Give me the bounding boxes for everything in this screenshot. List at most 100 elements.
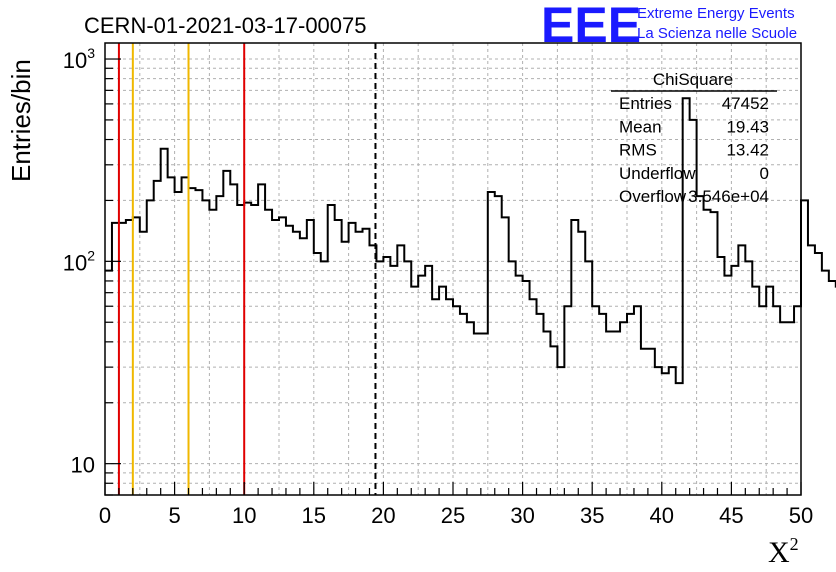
histogram-bin — [279, 217, 286, 495]
histogram-bin — [237, 205, 244, 495]
stats-label: Mean — [619, 117, 662, 136]
histogram-bin — [516, 276, 523, 495]
x-tick-label: 0 — [99, 503, 111, 528]
histogram-bin — [488, 192, 495, 495]
histogram-bin — [140, 232, 147, 495]
histogram-bin — [829, 281, 836, 495]
histogram-bin — [711, 212, 718, 495]
histogram-bin — [697, 196, 704, 495]
histogram-bin — [481, 333, 488, 495]
histogram-bin — [550, 346, 557, 495]
stats-value: 0 — [760, 164, 769, 183]
logo-line-1: Extreme Energy Events — [637, 5, 795, 22]
histogram-bin — [390, 266, 397, 495]
histogram-bin — [655, 367, 662, 495]
histogram-bin — [376, 261, 383, 495]
x-tick-label: 50 — [789, 503, 813, 528]
histogram-bin — [557, 367, 564, 495]
histogram-bin — [216, 196, 223, 495]
histogram-bin — [307, 220, 314, 495]
histogram-bin — [432, 299, 439, 495]
histogram-bin — [105, 271, 112, 495]
histogram-bin — [669, 367, 676, 495]
histogram-bin — [258, 184, 265, 495]
histogram-bin — [202, 200, 209, 495]
histogram-bin — [425, 266, 432, 495]
histogram-bin — [383, 257, 390, 495]
histogram-bin — [717, 257, 724, 495]
histogram-bin — [272, 220, 279, 495]
histogram-bin — [439, 287, 446, 495]
histogram-bin — [460, 314, 467, 495]
y-tick-label: 10 — [71, 453, 95, 478]
histogram-bin — [634, 306, 641, 495]
stats-value: 3.546e+04 — [688, 187, 769, 206]
histogram-bin — [189, 188, 196, 495]
histogram-bin — [230, 184, 237, 495]
y-tick-label: 102 — [63, 247, 95, 275]
histogram-bin — [161, 149, 168, 495]
histogram-bin — [648, 349, 655, 495]
histogram-bin — [794, 306, 801, 495]
x-tick-label: 35 — [580, 503, 604, 528]
x-axis-title-base: X — [768, 536, 790, 569]
histogram-bin — [787, 322, 794, 495]
histogram-bin — [342, 242, 349, 495]
y-tick-label: 103 — [63, 45, 95, 73]
histogram-bin — [251, 205, 258, 495]
histogram-bin — [815, 253, 822, 495]
logo-line-2: La Scienza nelle Scuole — [637, 25, 797, 42]
histogram-bin — [808, 245, 815, 495]
histogram-bin — [474, 333, 481, 495]
histogram-series — [105, 97, 836, 495]
histogram-bin — [731, 266, 738, 495]
stats-value: 19.43 — [726, 117, 769, 136]
histogram-bin — [564, 306, 571, 495]
histogram-bin — [578, 232, 585, 495]
histogram-bin — [738, 245, 745, 495]
histogram-bin — [502, 217, 509, 495]
histogram-bin — [314, 253, 321, 495]
histogram-bin — [745, 261, 752, 495]
stats-label: Underflow — [619, 164, 696, 183]
histogram-bin — [467, 322, 474, 495]
x-tick-label: 40 — [650, 503, 674, 528]
stats-title: ChiSquare — [653, 70, 733, 89]
histogram-bin — [147, 200, 154, 495]
histogram-bin — [613, 332, 620, 495]
histogram-bin — [175, 192, 182, 495]
histogram-bin — [223, 171, 230, 495]
histogram-bin — [349, 223, 356, 495]
histogram-bin — [724, 276, 731, 495]
stats-label: RMS — [619, 141, 657, 160]
histogram-bin — [328, 205, 335, 495]
histogram-bin — [411, 287, 418, 495]
x-tick-label: 10 — [232, 503, 256, 528]
histogram-bin — [523, 281, 530, 495]
histogram-bin — [599, 314, 606, 495]
histogram-bin — [801, 200, 808, 495]
histogram-bin — [766, 287, 773, 495]
histogram-bin — [133, 217, 140, 495]
y-axis-title: Entries/bin — [6, 59, 36, 182]
histogram-bin — [683, 98, 690, 495]
histogram-bin — [418, 276, 425, 495]
histogram-bin — [195, 190, 202, 495]
histogram-bin — [641, 349, 648, 495]
histogram-bin — [265, 210, 272, 495]
histogram-bin — [286, 226, 293, 495]
stats-label: Entries — [619, 94, 672, 113]
histogram-bin — [627, 314, 634, 495]
histogram-bin — [822, 271, 829, 495]
axis-ticks: 0 5 10 15 20 25 30 35 40 45 50 10 102 103 — [63, 45, 814, 528]
histogram-bin — [126, 220, 133, 495]
histogram-bin — [620, 322, 627, 495]
histogram-bin — [585, 261, 592, 495]
x-tick-label: 5 — [168, 503, 180, 528]
histogram-bin — [112, 223, 119, 495]
stats-value: 13.42 — [726, 141, 769, 160]
histogram-bin — [397, 245, 404, 495]
x-tick-label: 25 — [441, 503, 465, 528]
histogram-bin — [209, 210, 216, 495]
